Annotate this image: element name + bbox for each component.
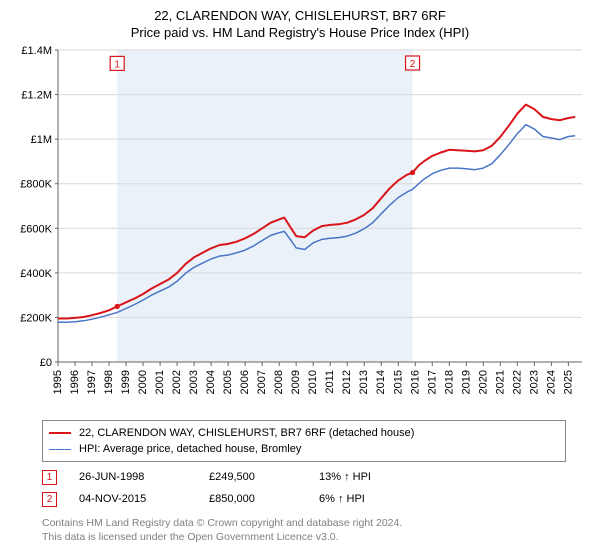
chart-title-address: 22, CLARENDON WAY, CHISLEHURST, BR7 6RF (0, 0, 600, 23)
marker-row-id: 1 (42, 470, 57, 485)
legend-item: 22, CLARENDON WAY, CHISLEHURST, BR7 6RF … (49, 425, 559, 441)
x-tick-label: 2008 (273, 370, 285, 394)
chart-title-subtitle: Price paid vs. HM Land Registry's House … (0, 23, 600, 44)
attribution-line2: This data is licensed under the Open Gov… (42, 530, 590, 544)
marker-row-price: £249,500 (209, 471, 319, 483)
legend-label: HPI: Average price, detached house, Brom… (79, 443, 301, 455)
x-tick-label: 1997 (86, 370, 98, 394)
x-tick-label: 1999 (120, 370, 132, 394)
y-tick-label: £800K (20, 179, 52, 191)
x-tick-label: 2010 (307, 370, 319, 394)
x-tick-label: 2024 (545, 370, 557, 394)
x-tick-label: 2025 (562, 370, 574, 394)
x-tick-label: 2022 (511, 370, 523, 394)
x-tick-label: 1998 (103, 370, 115, 394)
marker-row-price: £850,000 (209, 493, 319, 505)
x-tick-label: 2015 (392, 370, 404, 394)
y-tick-label: £0 (40, 357, 52, 369)
sale-marker-id: 2 (410, 59, 416, 70)
x-tick-label: 2007 (256, 370, 268, 394)
line-chart: £0 £200K £400K £600K £800K £1M £1.2M £1.4M 1995 1… (10, 44, 590, 414)
marker-row-pct: 13% ↑ HPI (319, 471, 429, 483)
x-tick-label: 2009 (290, 370, 302, 394)
marker-row-date: 04-NOV-2015 (79, 493, 209, 505)
marker-row-pct: 6% ↑ HPI (319, 493, 429, 505)
x-tick-label: 2013 (358, 370, 370, 394)
attribution: Contains HM Land Registry data © Crown c… (42, 516, 590, 544)
x-tick-label: 2002 (171, 370, 183, 394)
x-tick-label: 2001 (154, 370, 166, 394)
x-tick-label: 2020 (477, 370, 489, 394)
x-tick-label: 2014 (375, 370, 387, 394)
x-tick-label: 2017 (426, 370, 438, 394)
x-tick-label: 2006 (239, 370, 251, 394)
x-tick-label: 2011 (324, 370, 336, 394)
y-tick-label: £400K (20, 268, 52, 280)
sale-marker-dot (115, 304, 120, 309)
legend: 22, CLARENDON WAY, CHISLEHURST, BR7 6RF … (42, 420, 566, 462)
shaded-range (117, 50, 412, 362)
legend-swatch (49, 432, 71, 434)
x-tick-label: 2003 (188, 370, 200, 394)
x-tick-label: 2023 (528, 370, 540, 394)
x-tick-label: 2005 (222, 370, 234, 394)
marker-row-date: 26-JUN-1998 (79, 471, 209, 483)
x-tick-label: 2000 (137, 370, 149, 394)
legend-swatch (49, 449, 71, 450)
y-tick-label: £1.4M (21, 45, 52, 57)
x-tick-label: 2004 (205, 370, 217, 394)
marker-table: 1 26-JUN-1998£249,50013% ↑ HPI 2 04-NOV-201… (42, 466, 590, 510)
sale-marker-id: 1 (114, 59, 120, 70)
x-tick-label: 2019 (460, 370, 472, 394)
x-tick-label: 1996 (69, 370, 81, 394)
x-tick-label: 2012 (341, 370, 353, 394)
y-tick-label: £600K (20, 223, 52, 235)
marker-row: 2 04-NOV-2015£850,0006% ↑ HPI (42, 488, 590, 510)
chart-area: £0 £200K £400K £600K £800K £1M £1.2M £1.4M 1995 1… (10, 44, 590, 414)
legend-item: HPI: Average price, detached house, Brom… (49, 441, 559, 457)
sale-marker-dot (410, 170, 415, 175)
y-tick-label: £1.2M (21, 90, 52, 102)
x-tick-label: 2018 (443, 370, 455, 394)
y-tick-label: £1M (31, 134, 52, 146)
x-tick-label: 1995 (52, 370, 64, 394)
marker-row: 1 26-JUN-1998£249,50013% ↑ HPI (42, 466, 590, 488)
legend-label: 22, CLARENDON WAY, CHISLEHURST, BR7 6RF … (79, 427, 414, 439)
marker-row-id: 2 (42, 492, 57, 507)
attribution-line1: Contains HM Land Registry data © Crown c… (42, 516, 590, 530)
y-tick-label: £200K (20, 312, 52, 324)
x-tick-label: 2021 (494, 370, 506, 394)
x-tick-label: 2016 (409, 370, 421, 394)
